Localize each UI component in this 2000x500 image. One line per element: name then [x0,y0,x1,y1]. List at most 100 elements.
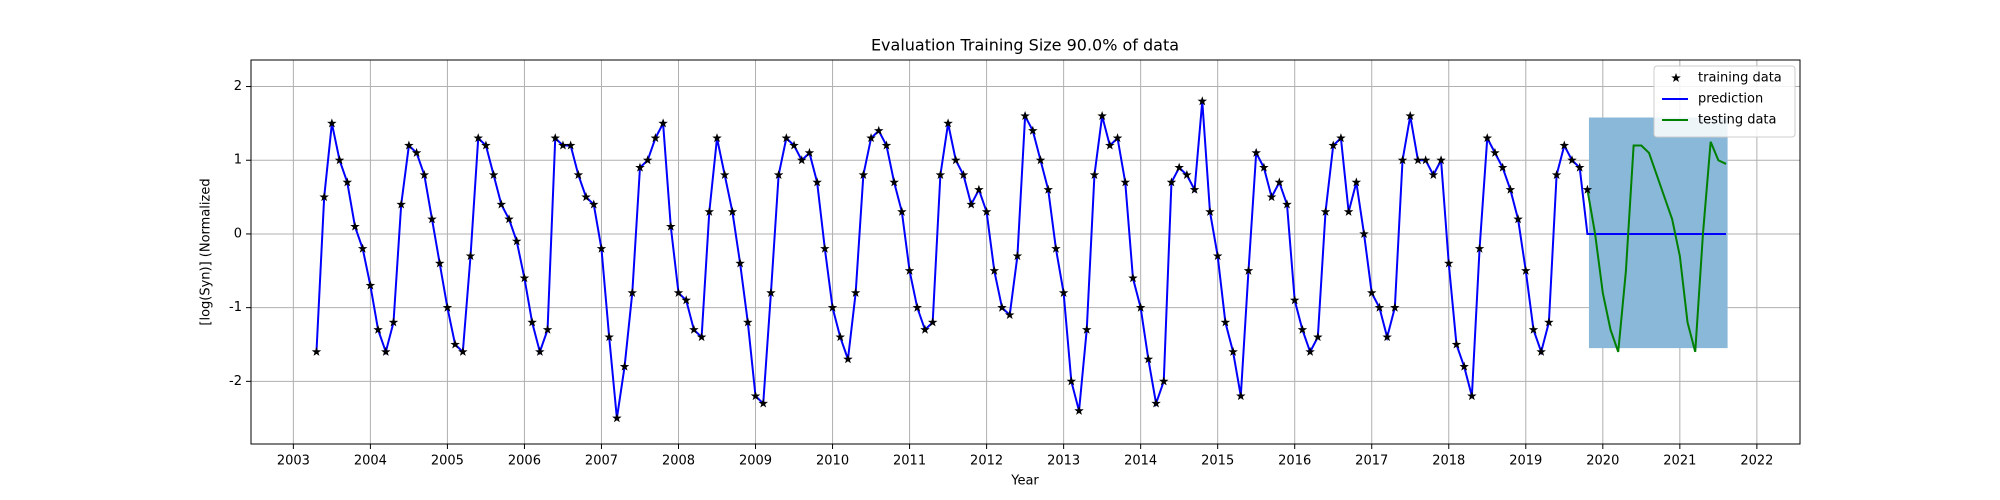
legend-label: training data [1698,71,1782,86]
training-point [627,287,638,297]
x-tick-label: 2007 [585,454,618,469]
training-point [1482,133,1493,143]
training-point [1574,162,1585,172]
plot-frame [250,59,1801,445]
training-point [1251,147,1261,157]
training-point [766,287,776,297]
x-tick-label: 2008 [662,454,695,469]
confidence-band [1588,117,1728,349]
training-point [1189,184,1200,194]
training-point [1428,169,1439,180]
training-point [750,391,761,401]
training-point [951,155,961,165]
training-point [989,265,1000,275]
y-tick-label: 0 [234,226,242,241]
training-point [966,199,976,209]
training-point [1151,398,1161,408]
training-point [1058,287,1069,297]
training-point [1343,206,1354,216]
training-point [1497,162,1508,172]
training-point [1305,346,1315,356]
training-point [1081,324,1092,334]
training-point [1020,111,1030,121]
training-point [1043,184,1053,194]
training-point [1366,287,1377,297]
training-point [511,236,522,246]
training-point [719,169,730,180]
training-point [912,302,923,312]
training-point [404,140,414,150]
training-point [496,199,507,209]
training-point [958,169,969,180]
training-point [673,287,684,297]
training-point [1166,177,1177,187]
training-point [1521,265,1531,275]
x-tick-label: 2020 [1586,454,1619,469]
training-point [666,221,676,231]
training-point [1097,111,1107,121]
legend-marker [1671,73,1681,83]
training-point [881,140,892,150]
training-point [1051,243,1061,253]
training-point [1505,184,1516,194]
x-tick-label: 2017 [1355,454,1388,469]
training-point [434,258,445,268]
training-point [1359,228,1369,238]
training-point [689,324,699,334]
training-point [1420,155,1431,165]
training-point [1382,332,1392,342]
training-point [866,133,876,143]
training-point [843,354,853,364]
series-line [315,101,1727,419]
training-point [642,155,653,165]
training-point [1120,177,1130,187]
training-point [481,140,491,150]
training-point [1374,302,1385,312]
training-point [858,169,869,180]
training-point [727,206,738,216]
y-tick-label: 1 [234,153,242,168]
training-point [1397,155,1408,165]
training-point [1282,199,1292,209]
training-point [1474,243,1485,253]
x-tick-label: 2012 [970,454,1003,469]
training-point [1089,169,1100,180]
training-point [1544,317,1554,327]
training-point [1220,317,1231,327]
training-point [1197,96,1208,106]
training-point [442,302,453,312]
legend-label: testing data [1698,113,1776,128]
training-point [1459,361,1469,371]
training-point [1467,391,1477,401]
training-point [804,147,815,157]
training-point [619,361,630,371]
training-point [1413,155,1423,165]
training-point [558,140,568,150]
training-point [681,295,691,305]
training-point [550,133,561,143]
training-point [850,287,861,297]
training-point [1174,162,1184,172]
training-point [1274,177,1285,187]
x-tick-label: 2013 [1047,454,1080,469]
training-point [835,332,846,342]
training-point [565,140,576,150]
training-point [573,169,584,180]
training-point [596,243,607,253]
training-point [342,177,353,187]
training-point [1289,295,1300,305]
x-tick-label: 2021 [1663,454,1696,469]
training-point [411,147,422,157]
x-tick-label: 2016 [1278,454,1311,469]
training-point [396,199,406,209]
training-point [704,206,715,216]
training-point [450,339,460,349]
training-point [604,332,614,342]
x-tick-label: 2004 [354,454,387,469]
training-point [820,243,830,253]
training-point [974,184,984,194]
training-point [535,346,545,356]
training-point [889,177,899,187]
training-point [1228,346,1238,356]
